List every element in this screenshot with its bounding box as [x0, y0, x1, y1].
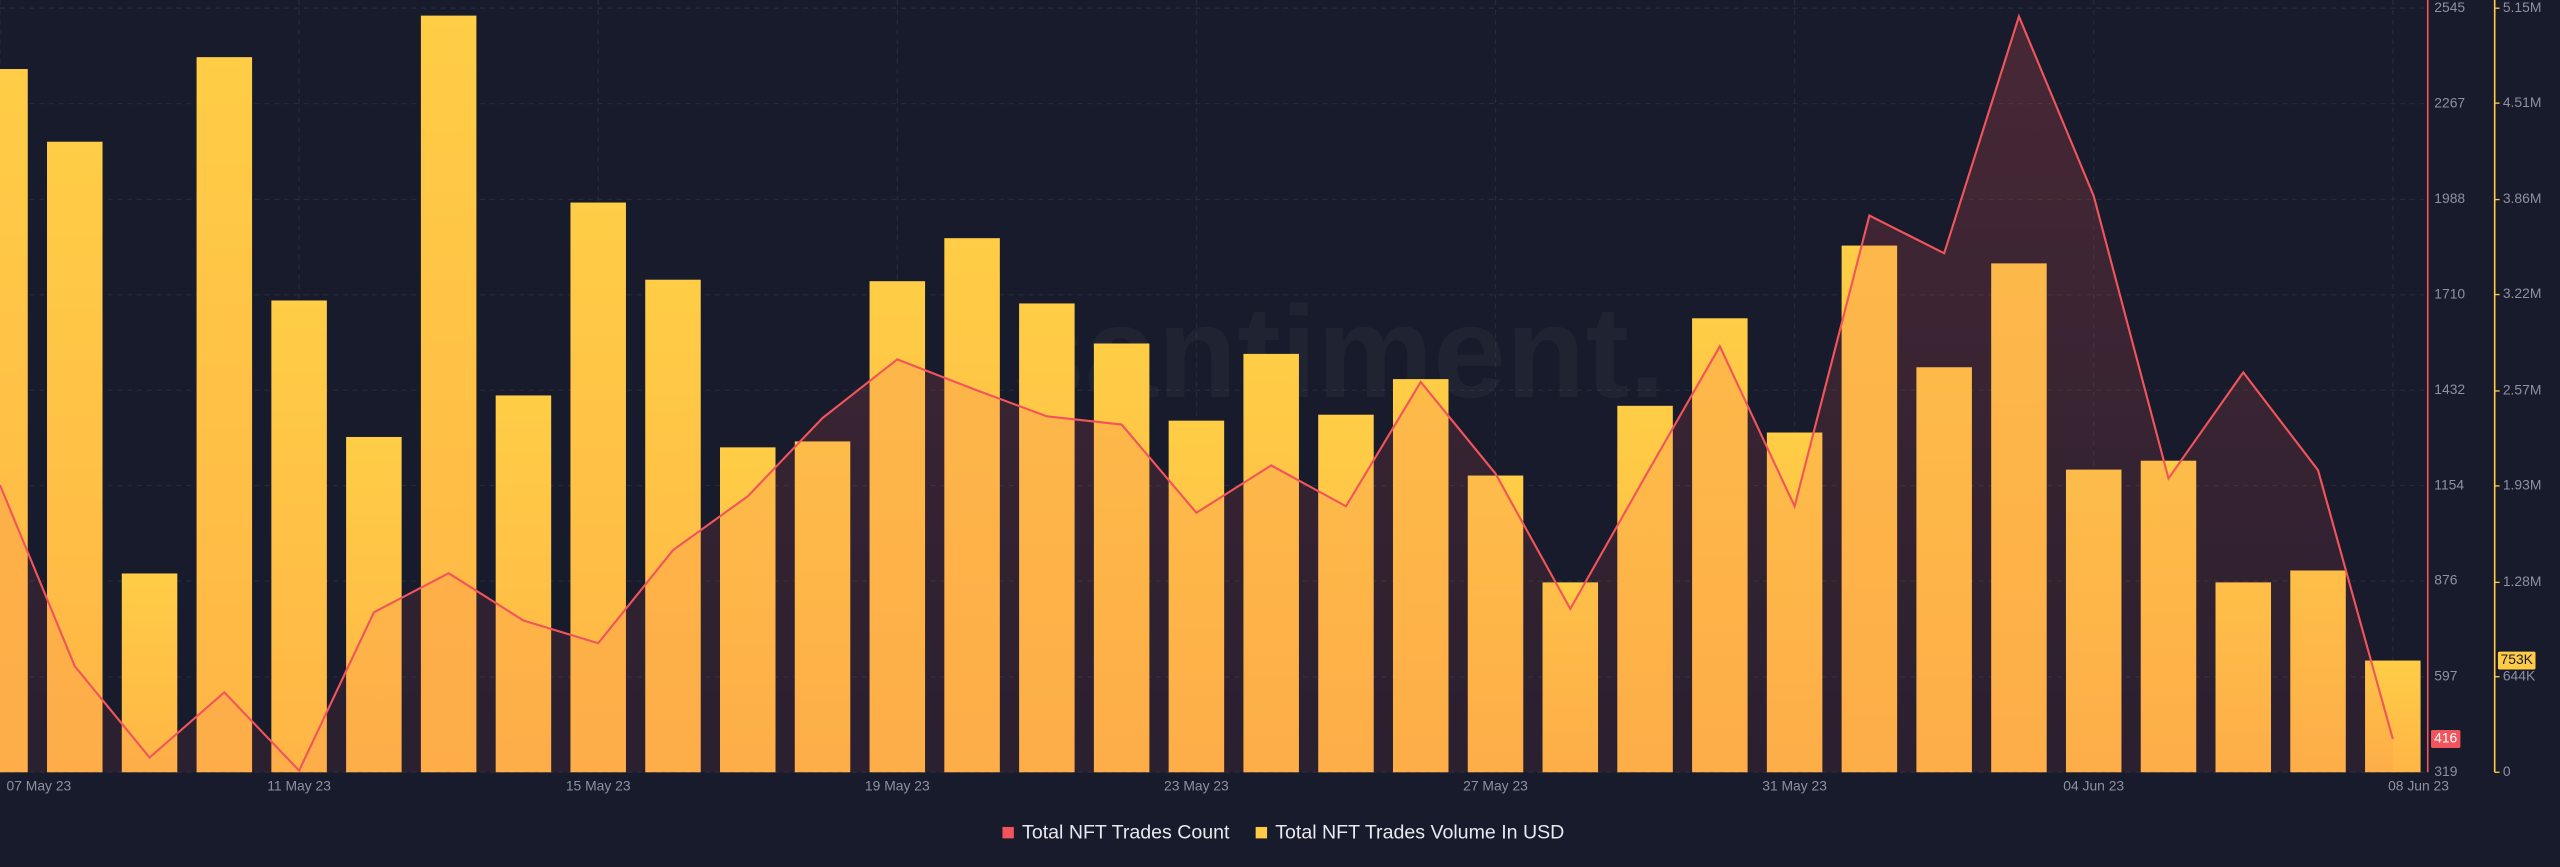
x-tick-label: 15 May 23 — [566, 778, 631, 794]
x-tick-label: 31 May 23 — [1762, 778, 1827, 794]
y-tick-label: 1432 — [2434, 381, 2465, 397]
y2-tick-label: 5.15M — [2503, 0, 2542, 15]
x-tick-label: 04 Jun 23 — [2063, 778, 2124, 794]
y2-tick-label: 1.93M — [2503, 477, 2542, 493]
y-tick-label: 2267 — [2434, 94, 2465, 110]
bar — [196, 57, 253, 773]
y2-tick-label: 4.51M — [2503, 94, 2542, 110]
y2-tick-label: 2.57M — [2503, 382, 2542, 398]
legend-label: Total NFT Trades Count — [1022, 822, 1230, 844]
y-tick-label: 1710 — [2434, 285, 2465, 301]
plot — [0, 13, 2421, 773]
legend-swatch — [1255, 826, 1268, 839]
x-tick-label: 11 May 23 — [267, 778, 331, 794]
y-tick-label: 876 — [2434, 572, 2457, 588]
legend-label: Total NFT Trades Volume In USD — [1275, 822, 1564, 844]
y-tick-label: 2545 — [2434, 0, 2465, 15]
y2-tick-label: 644K — [2503, 667, 2536, 683]
line — [0, 13, 2394, 773]
legend-swatch — [1002, 826, 1014, 839]
line-area — [0, 16, 2393, 773]
value-label-box — [2431, 730, 2461, 748]
value-label: 753K — [2501, 651, 2534, 667]
y-tick-label: 1154 — [2434, 476, 2464, 492]
value-label: 416 — [2434, 730, 2457, 746]
value-label-box — [2497, 651, 2536, 670]
x-tick-label: 23 May 23 — [1164, 778, 1229, 794]
y-tick-label: 1988 — [2434, 190, 2465, 206]
y2-tick-label: 3.22M — [2503, 285, 2542, 301]
x-tick-label: 19 May 23 — [865, 778, 930, 794]
y-tick-label: 597 — [2434, 668, 2457, 684]
y2-tick-label: 1.28M — [2503, 573, 2542, 589]
x-tick-label: 08 Jun 23 — [2388, 778, 2449, 794]
y-tick-label: 319 — [2434, 763, 2457, 779]
axes: 319 597 876 1154 1432 1710 1988 2267 2545 0 644K 1.… — [7, 0, 2542, 844]
x-tick-label: 07 May 23 — [7, 778, 72, 794]
y2-tick-label: 3.86M — [2503, 190, 2542, 206]
y2-tick-label: 0 — [2503, 763, 2511, 779]
x-tick-label: 27 May 23 — [1463, 778, 1528, 794]
bar — [271, 300, 327, 773]
